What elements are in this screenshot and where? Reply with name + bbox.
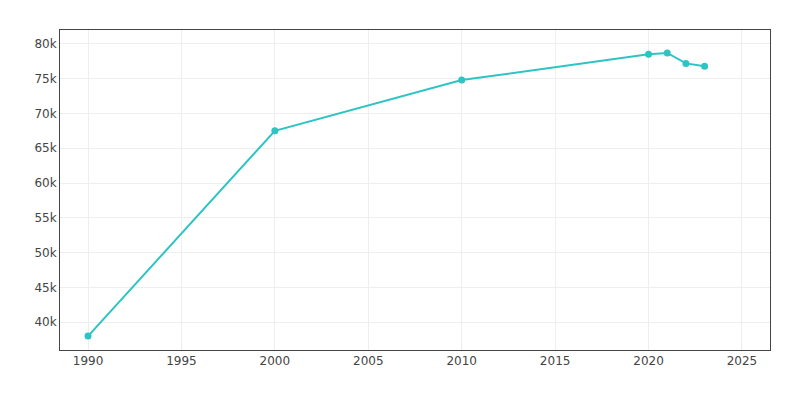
svg-text:65k: 65k [34,141,56,155]
svg-text:50k: 50k [34,246,56,260]
svg-text:60k: 60k [34,176,56,190]
svg-text:1990: 1990 [73,354,104,368]
svg-text:2015: 2015 [540,354,571,368]
svg-text:2005: 2005 [353,354,384,368]
svg-text:2025: 2025 [727,354,758,368]
svg-text:2020: 2020 [633,354,664,368]
svg-text:80k: 80k [34,37,56,51]
svg-text:70k: 70k [34,107,56,121]
svg-text:75k: 75k [34,72,56,86]
svg-text:1995: 1995 [166,354,197,368]
svg-text:2010: 2010 [446,354,477,368]
svg-text:2000: 2000 [260,354,291,368]
svg-text:55k: 55k [34,211,56,225]
svg-text:40k: 40k [34,315,56,329]
svg-text:45k: 45k [34,281,56,295]
